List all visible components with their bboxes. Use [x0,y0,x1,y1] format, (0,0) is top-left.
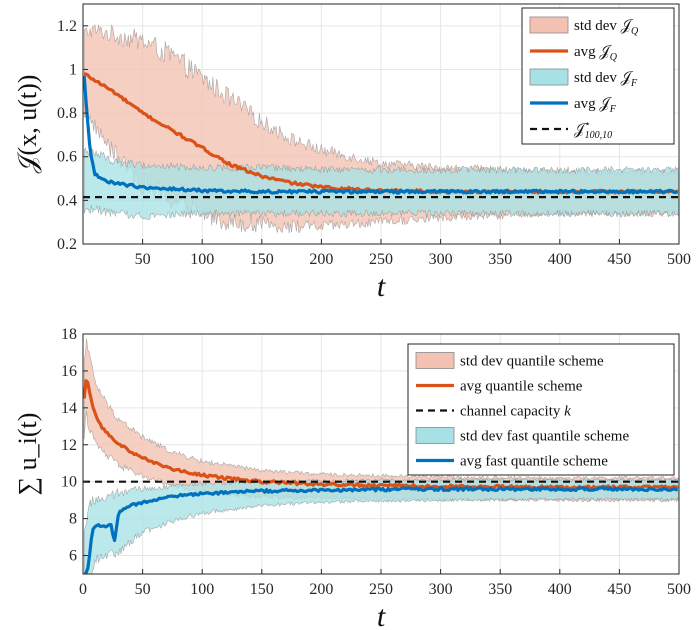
legend: std dev quantile scheme avg quantile sche… [407,343,675,476]
y-axis-label: ∑ u_i(t) [13,413,42,496]
y-tick-label: 6 [69,548,77,565]
x-tick-label: 200 [309,251,333,268]
legend-entry-subscript: Q [610,52,618,63]
x-tick-label: 50 [135,251,151,268]
legend-entry-superscript: ⋆ [584,119,590,130]
x-tick-label: 300 [429,251,453,268]
x-tick-label: 500 [667,251,691,268]
legend-entry-label: channel capacity k [460,404,571,420]
y-axis-label: 𝒥(x, u(t)) [13,75,42,174]
x-tick-label: 250 [369,581,393,598]
std-dev-band-fast [83,147,679,220]
x-tick-label: 100 [190,251,214,268]
legend-entry-label: avg quantile scheme [460,379,583,395]
y-tick-label: 1.2 [57,18,77,35]
avg-line-fast [83,486,678,574]
legend-entry-label: std dev 𝒥Q [574,18,639,37]
x-tick-label: 350 [488,251,512,268]
x-tick-label: 150 [250,251,274,268]
x-tick-label: 450 [607,251,631,268]
legend-swatch-band [529,16,569,34]
y-tick-label: 12 [61,437,77,454]
legend-entry-subscript: 100,10 [585,130,613,141]
x-tick-label: 400 [548,251,572,268]
y-tick-label: 0.2 [57,236,77,253]
x-tick-label: 200 [309,581,333,598]
x-tick-label: 0 [79,581,87,598]
legend-entry-label: std dev quantile scheme [460,354,604,370]
x-tick-label: 100 [190,581,214,598]
legend-entry-label: std dev fast quantile scheme [460,429,629,445]
series-layer [83,24,679,234]
x-axis-label: t [377,600,386,630]
legend-entry-subscript: Q [631,26,639,37]
x-tick-label: 150 [250,581,274,598]
y-tick-label: 14 [61,400,77,417]
legend-swatch-band [529,68,569,86]
legend-swatch-band [415,352,455,369]
x-tick-label: 300 [429,581,453,598]
y-tick-label: 0.8 [57,105,77,122]
x-tick-label: 450 [607,581,631,598]
top-chart: 50 100 150 200 250 300 350 400 450 500 0.2 0.4 0.6 0.… [13,3,691,303]
legend-swatch-band [415,427,455,444]
legend-entry-label: avg fast quantile scheme [460,454,608,470]
y-tick-label: 0.6 [57,149,77,166]
legend-entry-subscript: F [609,104,617,115]
x-tick-label: 250 [369,251,393,268]
legend-entry-italic: k [564,404,571,420]
legend-entry-subscript: F [630,78,638,89]
series-layer [83,338,679,574]
x-tick-label: 400 [548,581,572,598]
x-tick-label: 500 [667,581,691,598]
y-tick-label: 16 [61,363,77,380]
y-tick-label: 0.4 [57,192,77,209]
legend-entry-label: avg 𝒥F [574,96,617,115]
y-tick-label: 1 [69,61,77,78]
bottom-chart: 0 50 100 150 200 250 300 350 400 450 500 6 8 10 12 14 16… [13,326,691,630]
x-tick-label: 350 [488,581,512,598]
x-tick-label: 50 [135,581,151,598]
y-tick-label: 10 [61,474,77,491]
legend-entry-label: avg 𝒥Q [574,44,618,63]
x-axis-label: t [377,270,386,303]
y-tick-label: 8 [69,511,77,528]
avg-line-fast [83,75,678,195]
legend-entry-label: std dev 𝒥F [574,70,638,89]
y-tick-label: 18 [61,326,77,343]
